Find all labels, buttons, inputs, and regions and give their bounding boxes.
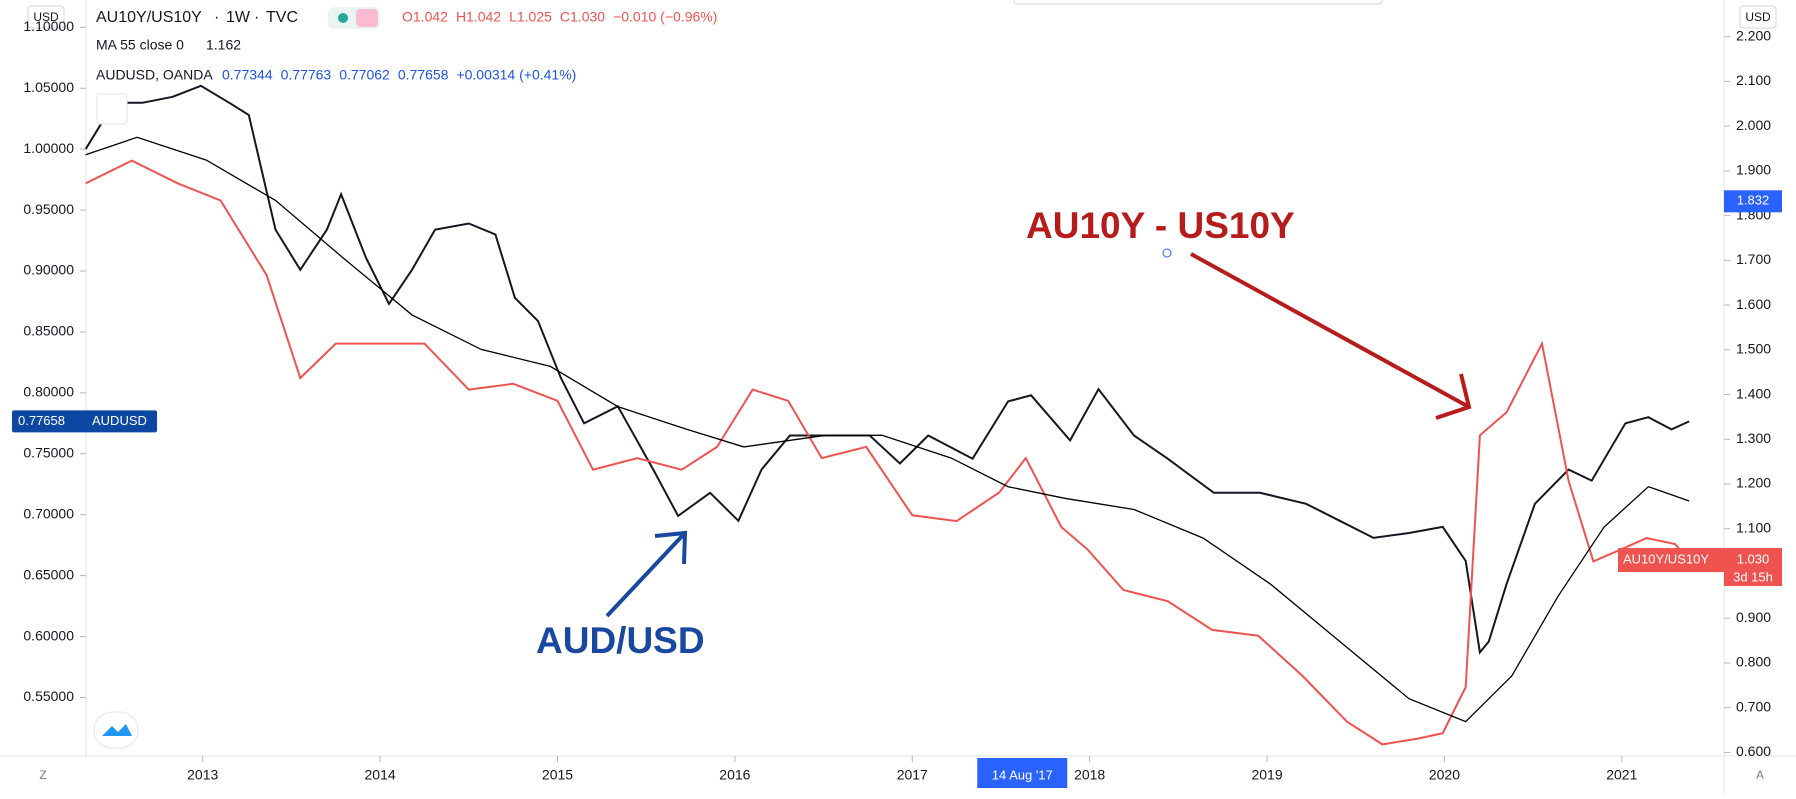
price-tag-name: AU10Y/US10Y [1623, 552, 1709, 567]
x-tick-label: 2013 [187, 767, 218, 783]
overlay-values: 0.77344 0.77763 0.77062 0.77658 +0.00314 (+0… [222, 67, 576, 83]
overlay-value: 0.77658 [398, 67, 449, 83]
annotation-text: AUD/USD [536, 620, 705, 661]
y-tick-label: 0.70000 [23, 505, 74, 521]
ohlc-value: −0.010 (−0.96%) [613, 9, 717, 25]
x-tick-label: 2020 [1429, 767, 1460, 783]
ohlc-row: O1.042 H1.042 L1.025 C1.030 −0.010 (−0.96%) [402, 9, 717, 25]
countdown: 3d 15h [1733, 570, 1773, 585]
y2-tick-label: 1.400 [1736, 385, 1771, 401]
crosshair-y-label: 1.832 [1737, 193, 1770, 208]
y2-tick-label: 2.000 [1736, 117, 1771, 133]
x-tick-label: 2017 [897, 767, 928, 783]
price-tag-value: 0.77658 [18, 413, 65, 428]
y2-tick-label: 1.100 [1736, 519, 1771, 535]
currency-left[interactable]: USD [33, 10, 59, 24]
y-tick-label: 0.60000 [23, 627, 74, 643]
y2-tick-label: 0.700 [1736, 698, 1771, 714]
y-tick-label: 0.55000 [23, 688, 74, 704]
y2-tick-label: 0.800 [1736, 654, 1771, 670]
y-tick-label: 1.00000 [23, 140, 74, 156]
separator: · [214, 9, 219, 26]
y2-tick-label: 1.200 [1736, 475, 1771, 491]
overlay-value: 0.77344 [222, 67, 273, 83]
ohlc-value: C1.030 [560, 9, 605, 25]
crosshair-y-tag [1724, 190, 1782, 213]
y-tick-label: 0.85000 [23, 323, 74, 339]
y2-tick-label: 1.600 [1736, 296, 1771, 312]
toolbar-edge [1013, 0, 1383, 5]
y-tick-label: 0.65000 [23, 566, 74, 582]
y2-tick-label: 0.900 [1736, 609, 1771, 625]
ohlc-value: O1.042 [402, 9, 448, 25]
currency-badge[interactable] [1739, 5, 1777, 29]
y2-tick-label: 1.500 [1736, 341, 1771, 357]
y2-tick-label: 0.600 [1736, 743, 1771, 759]
y-tick-label: 0.80000 [23, 384, 74, 400]
price-tag [12, 410, 157, 433]
x-tick-label: 2014 [365, 767, 396, 783]
x-tick-label: 2018 [1074, 767, 1105, 783]
collapse-button[interactable] [96, 93, 128, 125]
ohlc-value: H1.042 [456, 9, 501, 25]
crosshair-x-label: 14 Aug '17 [992, 767, 1053, 782]
overlay-value: 0.77062 [339, 67, 390, 83]
crosshair-x-tag [977, 758, 1068, 788]
x-tick-label: 2015 [542, 767, 573, 783]
x-tick-label: 2021 [1606, 767, 1637, 783]
annotation-text: AU10Y - US10Y [1026, 205, 1295, 246]
x-tick-label: 2016 [719, 767, 750, 783]
auto-scale-button[interactable]: A [1756, 768, 1764, 782]
ma-value: 1.162 [206, 37, 241, 53]
exchange: TVC [266, 9, 298, 26]
moving-average [85, 136, 1690, 723]
y2-tick-label: 1.700 [1736, 251, 1771, 267]
price-tag-value: 1.030 [1737, 552, 1770, 567]
price-tag [1618, 548, 1724, 573]
separator: · [254, 9, 259, 26]
y-tick-label: 0.90000 [23, 262, 74, 278]
overlay-label: AUDUSD, OANDA [96, 67, 213, 83]
ohlc-value: L1.025 [509, 9, 552, 25]
red-arrow [1190, 252, 1472, 420]
interval[interactable]: 1W [226, 9, 251, 26]
y2-tick-label: 2.100 [1736, 72, 1771, 88]
currency-badge[interactable] [27, 5, 65, 29]
y-tick-label: 1.10000 [23, 18, 74, 34]
x-tick-label: 2019 [1251, 767, 1282, 783]
anchor-point [1162, 248, 1172, 258]
y2-tick-label: 2.200 [1736, 27, 1771, 43]
price-tag-name: AUDUSD [92, 413, 147, 428]
main-symbol[interactable]: AU10Y/US10Y [96, 9, 202, 26]
status-dot [338, 13, 348, 23]
status-icon [356, 9, 378, 27]
y-tick-label: 0.75000 [23, 444, 74, 460]
price-tag [1724, 548, 1782, 587]
zoom-button[interactable]: Z [39, 768, 46, 782]
y2-tick-label: 1.900 [1736, 162, 1771, 178]
currency-right[interactable]: USD [1745, 10, 1771, 24]
overlay-value: +0.00314 (+0.41%) [456, 67, 576, 83]
y-tick-label: 1.05000 [23, 79, 74, 95]
ma-label: MA 55 close 0 [96, 37, 184, 53]
y2-tick-label: 1.300 [1736, 430, 1771, 446]
plot [84, 84, 1690, 746]
overlay-value: 0.77763 [281, 67, 332, 83]
logo-icon [102, 724, 132, 736]
y-tick-label: 0.95000 [23, 201, 74, 217]
blue-arrow [605, 530, 688, 618]
price-line [85, 159, 1690, 746]
